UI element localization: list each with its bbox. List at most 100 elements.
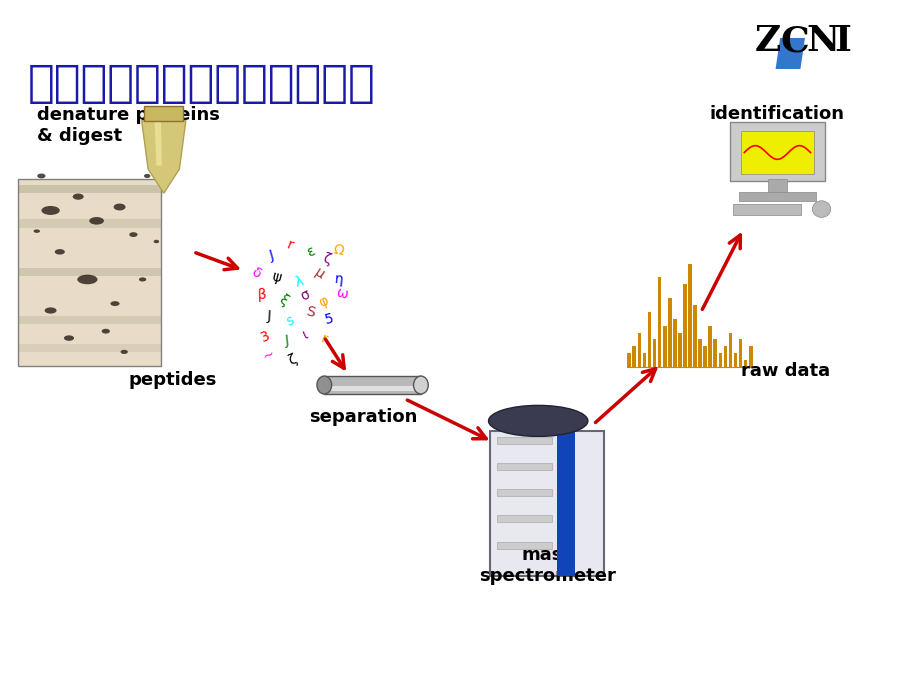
Text: raw data: raw data bbox=[740, 362, 829, 380]
Bar bbox=[18, 268, 161, 276]
Text: denature proteins
& digest: denature proteins & digest bbox=[37, 106, 220, 145]
Bar bbox=[687, 264, 691, 367]
Text: ζ: ζ bbox=[321, 251, 332, 266]
Text: β: β bbox=[257, 288, 267, 302]
Text: mass
spectrometer: mass spectrometer bbox=[479, 546, 615, 585]
Ellipse shape bbox=[414, 376, 428, 394]
Text: J: J bbox=[267, 248, 275, 263]
Bar bbox=[733, 353, 737, 367]
Bar bbox=[496, 515, 551, 522]
Text: r: r bbox=[284, 237, 295, 253]
Ellipse shape bbox=[45, 308, 57, 314]
Ellipse shape bbox=[317, 376, 332, 394]
Text: σ: σ bbox=[298, 287, 312, 304]
Ellipse shape bbox=[120, 350, 128, 354]
Ellipse shape bbox=[811, 201, 830, 217]
Text: ~: ~ bbox=[260, 346, 277, 364]
Bar bbox=[556, 431, 574, 576]
Bar bbox=[748, 346, 752, 367]
Bar bbox=[18, 344, 161, 352]
Text: ψ: ψ bbox=[269, 270, 282, 285]
Bar bbox=[693, 305, 697, 367]
Bar bbox=[657, 277, 661, 367]
Ellipse shape bbox=[139, 277, 146, 282]
Bar bbox=[740, 131, 813, 174]
Bar bbox=[667, 298, 671, 367]
Bar bbox=[18, 316, 161, 324]
Bar bbox=[677, 333, 681, 367]
Polygon shape bbox=[154, 121, 162, 166]
Text: I: I bbox=[834, 24, 850, 58]
Bar bbox=[18, 179, 161, 366]
Ellipse shape bbox=[77, 275, 97, 284]
Text: δ: δ bbox=[248, 264, 263, 281]
Text: ξ: ξ bbox=[276, 292, 290, 308]
Ellipse shape bbox=[144, 174, 151, 178]
Ellipse shape bbox=[41, 206, 60, 215]
Text: 5: 5 bbox=[323, 311, 335, 326]
Bar bbox=[641, 353, 645, 367]
Bar bbox=[708, 326, 711, 367]
Bar bbox=[738, 339, 742, 367]
Bar bbox=[627, 353, 630, 367]
Text: ω: ω bbox=[335, 285, 349, 302]
Bar bbox=[496, 489, 551, 496]
Text: λ: λ bbox=[292, 274, 305, 289]
Ellipse shape bbox=[129, 233, 138, 237]
Bar bbox=[496, 437, 551, 444]
Bar bbox=[713, 339, 717, 367]
Text: Ω: Ω bbox=[332, 241, 345, 258]
Ellipse shape bbox=[110, 301, 119, 306]
Ellipse shape bbox=[89, 217, 104, 225]
Text: separation: separation bbox=[309, 408, 417, 426]
Text: η: η bbox=[333, 272, 344, 287]
Text: μ: μ bbox=[312, 266, 326, 282]
Ellipse shape bbox=[488, 406, 587, 437]
Text: φ: φ bbox=[316, 294, 331, 310]
Bar bbox=[682, 284, 686, 367]
Text: s: s bbox=[284, 313, 295, 328]
Bar bbox=[698, 339, 701, 367]
Bar bbox=[743, 360, 746, 367]
Text: ι: ι bbox=[301, 327, 310, 342]
Bar bbox=[329, 386, 416, 391]
Bar bbox=[767, 179, 786, 195]
Ellipse shape bbox=[63, 335, 74, 341]
Text: ε: ε bbox=[304, 244, 317, 259]
Bar bbox=[662, 326, 665, 367]
Bar bbox=[18, 219, 161, 228]
Bar bbox=[144, 106, 183, 121]
Bar bbox=[729, 122, 824, 181]
Bar bbox=[637, 333, 641, 367]
Text: Z: Z bbox=[754, 24, 780, 58]
Text: 蛋白质组学质谱分析背景介绍: 蛋白质组学质谱分析背景介绍 bbox=[28, 62, 375, 105]
Ellipse shape bbox=[37, 174, 46, 179]
Bar bbox=[490, 431, 604, 576]
Ellipse shape bbox=[34, 229, 40, 233]
Bar bbox=[723, 346, 727, 367]
Text: r: r bbox=[318, 332, 329, 347]
Bar bbox=[496, 542, 551, 549]
Bar bbox=[703, 346, 707, 367]
Text: identification: identification bbox=[709, 105, 844, 123]
Ellipse shape bbox=[73, 194, 84, 200]
Bar bbox=[738, 192, 815, 201]
Bar bbox=[732, 204, 800, 215]
Ellipse shape bbox=[114, 204, 126, 210]
Text: C: C bbox=[779, 24, 808, 58]
Bar bbox=[496, 463, 551, 470]
Text: S: S bbox=[304, 304, 315, 319]
Bar bbox=[728, 333, 732, 367]
Text: peptides: peptides bbox=[129, 371, 217, 389]
Bar bbox=[673, 319, 676, 367]
Polygon shape bbox=[775, 38, 804, 69]
Ellipse shape bbox=[153, 240, 159, 244]
Ellipse shape bbox=[101, 329, 110, 334]
Bar bbox=[18, 185, 161, 193]
Text: N: N bbox=[805, 24, 838, 58]
Bar bbox=[632, 346, 636, 367]
Bar bbox=[324, 376, 421, 394]
Bar bbox=[647, 312, 651, 367]
Polygon shape bbox=[142, 121, 186, 193]
Text: 3: 3 bbox=[258, 328, 271, 345]
